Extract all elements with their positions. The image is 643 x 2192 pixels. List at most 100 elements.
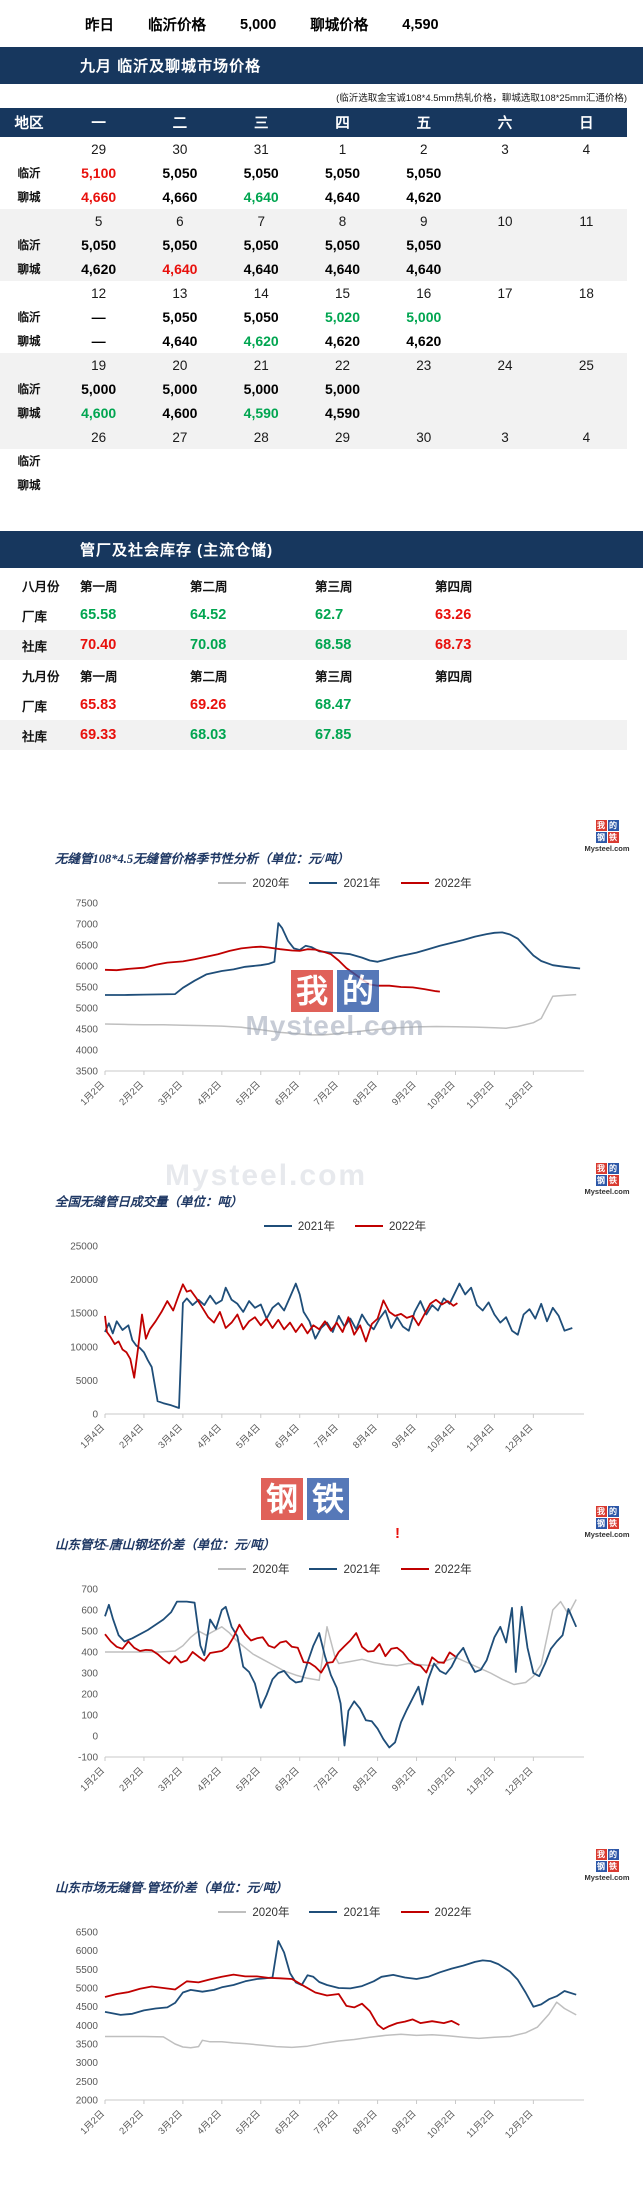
series-line-2021年 xyxy=(105,922,581,996)
calendar-weekday-header: 地区一二三四五六日 xyxy=(0,108,627,137)
y-axis-tick-label: 0 xyxy=(92,1732,98,1743)
region-label xyxy=(0,353,58,377)
x-axis-tick-label: 10月2日 xyxy=(425,1765,457,1797)
mysteel-logo-glyphs: 我的钢铁 xyxy=(581,1163,633,1186)
mysteel-logo: 我的钢铁 Mysteel.com xyxy=(581,1849,633,1883)
inventory-body: 八月份 第一周 第二周 第三周 第四周 厂库 65.58 64.52 62.7 63.26 社库 70… xyxy=(0,570,627,750)
x-axis-tick-label: 4月2日 xyxy=(195,1079,224,1108)
legend-swatch xyxy=(263,1225,292,1227)
x-axis-tick-label: 1月2日 xyxy=(78,1079,107,1108)
chart-block-daily-volume: Mysteel.com 我的钢铁 Mysteel.com 全国无缝管日成交量（单位… xyxy=(55,1159,635,1542)
price-cell: 4,620 xyxy=(81,261,117,277)
x-axis-tick-label: 5月2日 xyxy=(234,2108,263,2137)
inventory-value-cell xyxy=(435,720,627,750)
x-axis-tick-label: 7月2日 xyxy=(312,2108,341,2137)
date-cell: 9 xyxy=(420,213,428,229)
y-axis-tick-label: 500 xyxy=(81,1627,98,1638)
y-axis-tick-label: 600 xyxy=(81,1606,98,1617)
calendar-price-row: 聊城 4,660 4,660 4,640 4,640 4,620 xyxy=(0,185,627,209)
x-axis-tick-label: 1月2日 xyxy=(78,2108,107,2137)
weekday-header-cell: 三 xyxy=(220,108,302,137)
region-label: 临沂 xyxy=(17,312,41,324)
logo-char: 的 xyxy=(607,1506,619,1517)
date-cell: 30 xyxy=(416,429,432,445)
price-cell: 4,660 xyxy=(81,189,117,205)
y-axis-tick-label: 2500 xyxy=(76,2077,99,2088)
x-axis-tick-label: 5月4日 xyxy=(234,1422,263,1451)
date-cell: 3 xyxy=(501,429,509,445)
x-axis-tick-label: 9月2日 xyxy=(390,1079,419,1108)
price-section-header: 九月 临沂及聊城市场价格 xyxy=(0,47,643,84)
chart-legend: 2021年 2022年 xyxy=(55,1218,635,1234)
date-cell: 15 xyxy=(334,285,350,301)
logo-char: 的 xyxy=(607,1849,619,1860)
legend-swatch xyxy=(400,882,429,884)
inventory-type-label: 社库 xyxy=(22,639,48,654)
price-cell xyxy=(546,233,627,257)
calendar-date-row: 12 13 14 15 16 17 18 xyxy=(0,281,627,305)
price-cell xyxy=(383,401,464,425)
inventory-data-row: 社库 70.40 70.08 68.58 68.73 xyxy=(0,630,627,660)
legend-item: 2022年 xyxy=(400,1561,472,1577)
y-axis-tick-label: 3500 xyxy=(76,2040,99,2051)
legend-swatch xyxy=(400,1568,429,1570)
y-axis-tick-label: 5000 xyxy=(76,1984,99,1995)
y-axis-tick-label: 20000 xyxy=(70,1275,98,1286)
y-axis-tick-label: 4000 xyxy=(76,2021,99,2032)
x-axis-tick-label: 4月4日 xyxy=(195,1422,224,1451)
price-cell xyxy=(464,449,545,473)
region-label: 聊城 xyxy=(17,408,41,420)
region-label: 临沂 xyxy=(17,168,41,180)
price-cell: 4,660 xyxy=(162,189,198,205)
calendar-price-row: 临沂 xyxy=(0,449,627,473)
x-axis-tick-label: 11月4日 xyxy=(465,1422,497,1454)
calendar-header-row: 地区一二三四五六日 xyxy=(0,108,627,137)
calendar-price-row: 聊城 — 4,640 4,620 4,620 4,620 xyxy=(0,329,627,353)
region-label xyxy=(0,209,58,233)
calendar-price-row: 聊城 xyxy=(0,473,627,497)
chart-title: 山东市场无缝管-管坯价差（单位：元/吨） xyxy=(55,1881,288,1895)
y-axis-tick-label: 2000 xyxy=(76,2096,99,2107)
watermark-exclaim: ! xyxy=(395,1525,400,1542)
legend-label: 2022年 xyxy=(434,878,472,890)
liaocheng-price-label: 聊城价格 xyxy=(310,18,369,34)
x-axis-tick-label: 1月4日 xyxy=(78,1422,107,1451)
price-cell xyxy=(464,257,545,281)
date-cell: 20 xyxy=(172,357,188,373)
inventory-data-row: 厂库 65.83 69.26 68.47 xyxy=(0,690,627,720)
y-axis-tick-label: 6000 xyxy=(76,962,99,973)
inventory-value-cell: 69.26 xyxy=(190,697,227,713)
calendar-price-row: 临沂 5,050 5,050 5,050 5,050 5,050 xyxy=(0,233,627,257)
weekday-header-cell: 六 xyxy=(464,108,546,137)
region-label xyxy=(0,425,58,449)
price-cell: 5,050 xyxy=(324,237,360,253)
x-axis-tick-label: 10月2日 xyxy=(425,1079,457,1111)
x-axis-tick-label: 11月2日 xyxy=(465,1079,497,1111)
price-cell xyxy=(546,185,627,209)
legend-label: 2022年 xyxy=(434,1564,472,1576)
week-header-cell: 第一周 xyxy=(80,579,118,594)
price-cell xyxy=(546,329,627,353)
price-cell xyxy=(464,329,545,353)
calendar-date-row: 29 30 31 1 2 3 4 xyxy=(0,137,627,161)
region-label: 聊城 xyxy=(17,336,41,348)
legend-item: 2021年 xyxy=(309,1561,381,1577)
charts-area: 我的钢铁 Mysteel.com 无缝管108*4.5无缝管价格季节性分析（单位：… xyxy=(0,820,643,2162)
price-cell xyxy=(464,233,545,257)
week-header-cell: 第三周 xyxy=(315,669,353,684)
price-cell: 4,640 xyxy=(243,261,279,277)
legend-item: 2020年 xyxy=(218,875,289,891)
inventory-value-cell: 65.83 xyxy=(80,697,117,713)
weekday-header-cell: 二 xyxy=(139,108,221,137)
price-cell xyxy=(546,377,627,401)
week-header-cell: 第三周 xyxy=(315,579,353,594)
price-cell xyxy=(464,377,545,401)
price-cell: 4,640 xyxy=(406,261,442,277)
inventory-value-cell: 62.7 xyxy=(315,607,344,623)
legend-swatch xyxy=(309,1911,338,1913)
series-line-2020年 xyxy=(104,993,577,1036)
weekday-header-cell: 四 xyxy=(301,108,384,137)
y-axis-tick-label: 7500 xyxy=(76,899,99,910)
price-cell xyxy=(139,473,220,497)
x-axis-tick-label: 6月2日 xyxy=(273,1079,302,1108)
